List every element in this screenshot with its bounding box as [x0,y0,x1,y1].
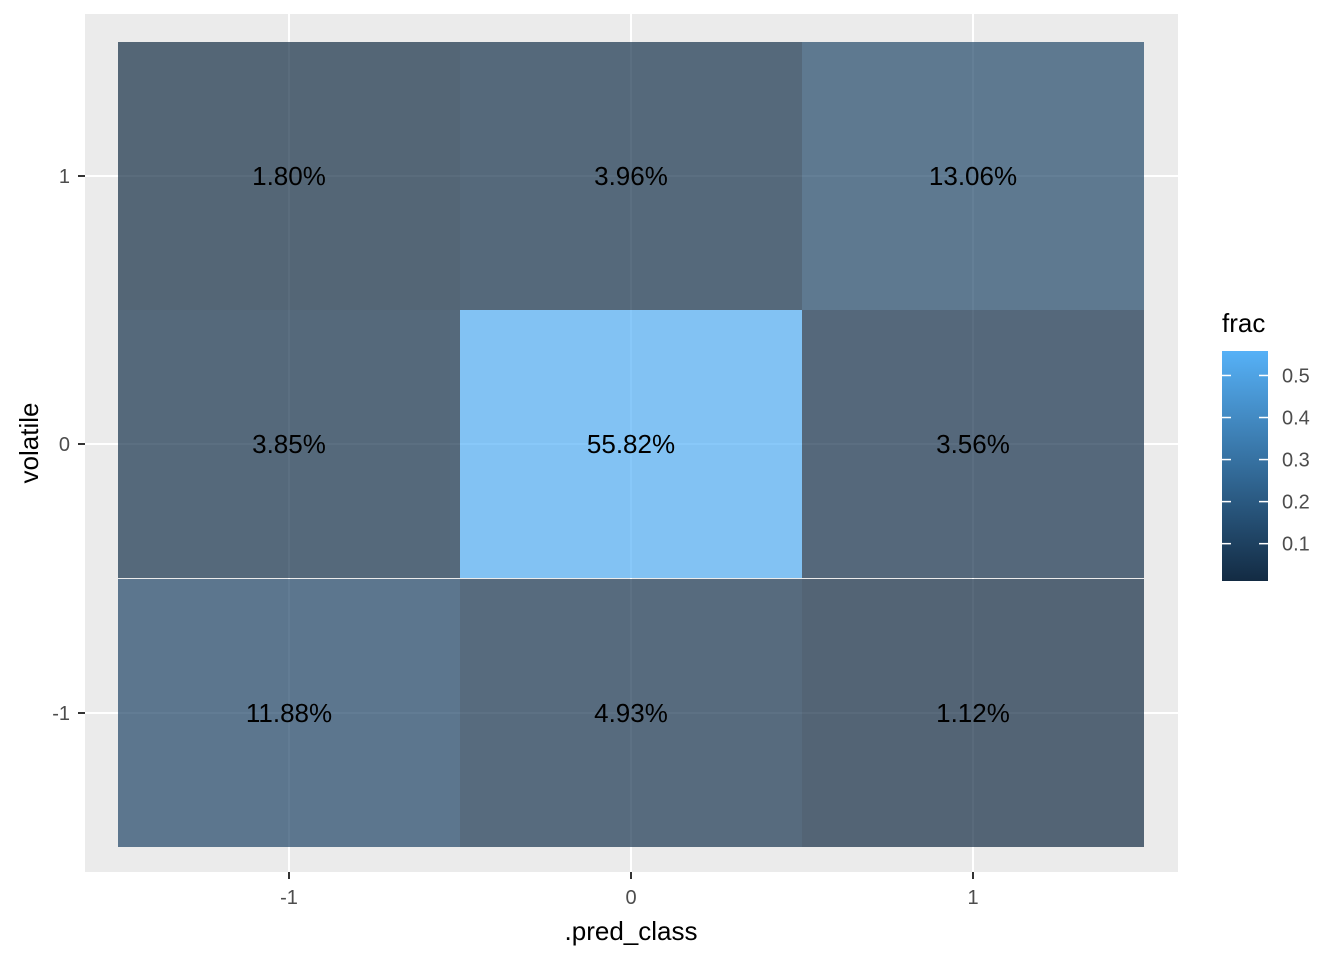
x-axis: -1 0 1 [280,872,979,909]
cell-value-label: 11.88% [246,698,332,728]
x-axis-title: .pred_class [565,916,698,946]
heatmap-cell [118,42,460,310]
y-tick-label: 0 [59,434,70,456]
x-tick-label: 1 [967,887,978,909]
legend-tick-label: 0.3 [1282,450,1310,472]
cell-value-label: 1.80% [252,161,326,191]
heatmap-cell [118,310,460,578]
heatmap-cell [118,579,460,847]
heatmap-cells [118,42,1144,847]
heatmap-cell [802,310,1144,578]
y-tick-label: -1 [52,703,70,725]
cell-value-label: 3.85% [252,429,326,459]
cell-value-label: 3.96% [594,161,668,191]
x-tick-label: -1 [280,887,298,909]
y-axis: -1 0 1 [52,166,85,725]
legend-ticks: 0.1 0.2 0.3 0.4 0.5 [1222,365,1310,556]
y-tick-label: 1 [59,166,70,188]
heatmap-cell [460,579,802,847]
heatmap-cell [460,42,802,310]
heatmap-cell [802,42,1144,310]
cell-value-label: 4.93% [594,698,668,728]
cell-labels: 1.80% 3.96% 13.06% 3.85% 55.82% 3.56% 11.88% 4.… [246,161,1017,728]
legend-colorbar [1222,351,1268,581]
y-axis-title: volatile [14,403,44,484]
legend-tick-label: 0.1 [1282,534,1310,556]
legend-tick-label: 0.2 [1282,492,1310,514]
legend-title: frac [1222,308,1265,338]
cell-value-label: 55.82% [587,429,675,459]
legend-tick-label: 0.4 [1282,408,1310,430]
heatmap-cell [460,310,802,578]
heatmap-cell [802,579,1144,847]
color-legend: frac 0.1 0.2 0.3 0.4 0.5 [1222,308,1310,581]
x-tick-label: 0 [625,887,636,909]
legend-tick-label: 0.5 [1282,365,1310,387]
cell-value-label: 1.12% [936,698,1010,728]
cell-value-label: 3.56% [936,429,1010,459]
cell-value-label: 13.06% [929,161,1017,191]
